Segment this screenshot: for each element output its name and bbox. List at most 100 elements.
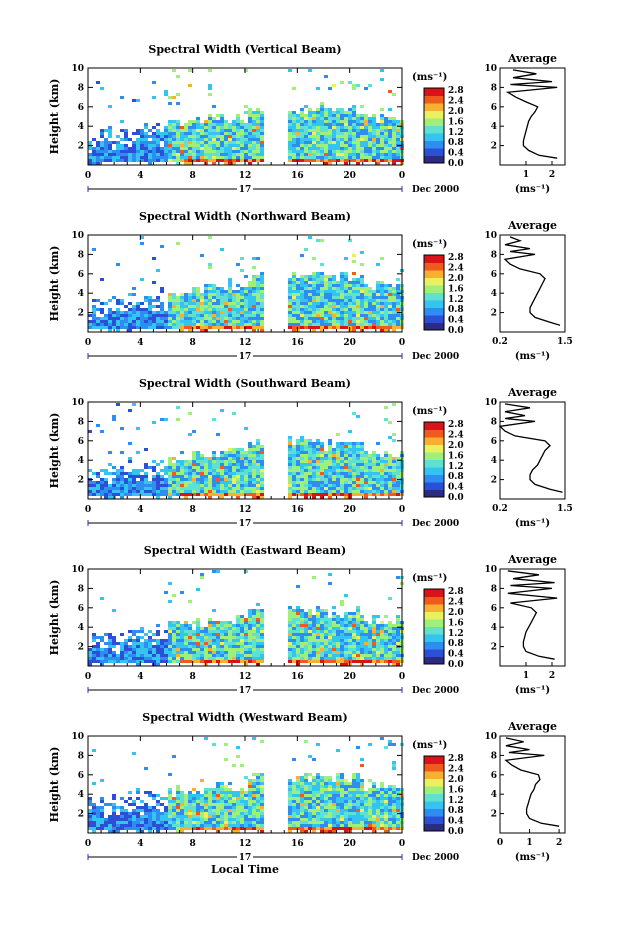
heatmap-cell xyxy=(176,639,180,642)
heatmap-cell xyxy=(328,496,332,499)
heatmap-cell xyxy=(248,445,252,448)
heatmap-cell xyxy=(212,317,216,320)
heatmap-cell xyxy=(208,290,212,293)
heatmap-cell xyxy=(236,302,240,305)
heatmap-cell xyxy=(176,463,180,466)
heatmap-cell xyxy=(344,493,348,496)
heatmap-cell xyxy=(296,135,300,138)
heatmap-cell xyxy=(364,302,368,305)
heatmap-cell xyxy=(376,305,380,308)
heatmap-cell xyxy=(192,290,196,293)
heatmap-cell xyxy=(104,320,108,323)
heatmap-cell xyxy=(152,150,156,153)
heatmap-cell xyxy=(312,296,316,299)
heatmap-cell xyxy=(380,624,384,627)
heatmap-cell xyxy=(172,824,176,827)
heatmap-cell xyxy=(360,317,364,320)
heatmap-cell xyxy=(184,126,188,129)
heatmap-cell xyxy=(312,454,316,457)
heatmap-cell xyxy=(168,803,172,806)
heatmap-cell xyxy=(288,299,292,302)
heatmap-cell xyxy=(248,618,252,621)
heatmap-cell xyxy=(288,293,292,296)
heatmap-cell xyxy=(120,159,124,162)
heatmap-cell xyxy=(132,630,136,633)
heatmap-cell xyxy=(360,621,364,624)
heatmap-cell xyxy=(176,621,180,624)
heatmap-cell xyxy=(304,147,308,150)
heatmap-cell xyxy=(292,490,296,493)
heatmap-cell xyxy=(124,487,128,490)
heatmap-cell xyxy=(244,487,248,490)
heatmap-cell xyxy=(352,329,356,332)
heatmap-cell xyxy=(180,791,184,794)
heatmap-cell xyxy=(388,311,392,314)
heatmap-cell xyxy=(308,493,312,496)
heatmap-cell xyxy=(152,654,156,657)
heatmap-cell xyxy=(360,323,364,326)
heatmap-cell xyxy=(356,484,360,487)
heatmap-cell xyxy=(244,478,248,481)
heatmap-cell xyxy=(320,609,324,612)
heatmap-cell xyxy=(360,615,364,618)
heatmap-cell xyxy=(152,96,156,99)
heatmap-cell xyxy=(172,797,176,800)
heatmap-cell xyxy=(316,654,320,657)
heatmap-cell xyxy=(224,141,228,144)
heatmap-cell xyxy=(392,403,396,406)
heatmap-cell xyxy=(172,296,176,299)
heatmap-cell xyxy=(172,639,176,642)
heatmap-cell xyxy=(172,636,176,639)
heatmap-cell xyxy=(164,320,168,323)
heatmap-cell xyxy=(356,153,360,156)
heatmap-cell xyxy=(288,302,292,305)
heatmap-cell xyxy=(388,320,392,323)
heatmap-cell xyxy=(344,144,348,147)
heatmap-cell xyxy=(356,624,360,627)
heatmap-cell xyxy=(160,314,164,317)
heatmap-cell xyxy=(196,639,200,642)
heatmap-cell xyxy=(144,487,148,490)
heatmap-cell xyxy=(364,144,368,147)
heatmap-cell xyxy=(296,132,300,135)
heatmap-cell xyxy=(324,487,328,490)
heatmap-cell xyxy=(384,329,388,332)
heatmap-cell xyxy=(348,469,352,472)
heatmap-cell xyxy=(188,314,192,317)
heatmap-cell xyxy=(292,481,296,484)
heatmap-cell xyxy=(324,293,328,296)
heatmap-cell xyxy=(180,329,184,332)
heatmap-cell xyxy=(100,308,104,311)
heatmap-cell xyxy=(216,305,220,308)
heatmap-cell xyxy=(124,812,128,815)
heatmap-cell xyxy=(212,451,216,454)
heatmap-cell xyxy=(232,159,236,162)
heatmap-cell xyxy=(344,302,348,305)
heatmap-cell xyxy=(240,627,244,630)
heatmap-cell xyxy=(372,627,376,630)
heatmap-cell xyxy=(312,487,316,490)
heatmap-cell xyxy=(112,812,116,815)
heatmap-cell xyxy=(396,135,400,138)
heatmap-cell xyxy=(156,311,160,314)
heatmap-cell xyxy=(116,147,120,150)
heatmap-cell xyxy=(144,657,148,660)
heatmap-cell xyxy=(156,129,160,132)
heatmap-cell xyxy=(204,129,208,132)
heatmap-cell xyxy=(332,621,336,624)
heatmap-cell xyxy=(148,323,152,326)
heatmap-cell xyxy=(160,818,164,821)
heatmap-cell xyxy=(288,627,292,630)
heatmap-cell xyxy=(104,472,108,475)
heatmap-cell xyxy=(320,293,324,296)
heatmap-cell xyxy=(108,323,112,326)
heatmap-cell xyxy=(200,487,204,490)
heatmap-cell xyxy=(396,159,400,162)
heatmap-cell xyxy=(320,639,324,642)
heatmap-cell xyxy=(152,812,156,815)
heatmap-cell xyxy=(324,317,328,320)
heatmap-cell xyxy=(132,633,136,636)
heatmap-cell xyxy=(140,648,144,651)
heatmap-cell xyxy=(396,278,400,281)
heatmap-cell xyxy=(148,812,152,815)
